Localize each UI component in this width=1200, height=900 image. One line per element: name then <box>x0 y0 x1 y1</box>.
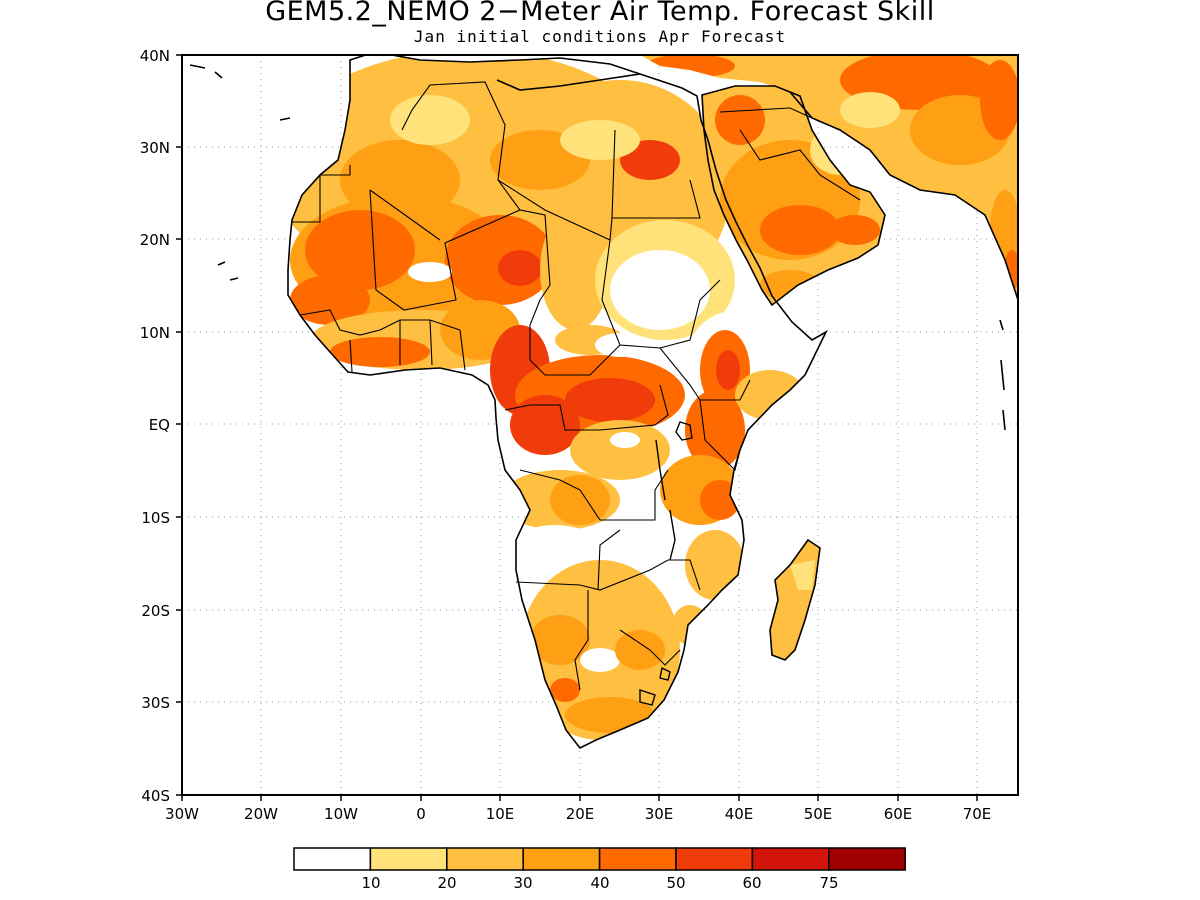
lon-label: 0 <box>416 805 426 823</box>
madagascar-skill-field <box>770 540 820 660</box>
legend-color-box <box>598 847 677 871</box>
legend-tick-label: 10 <box>361 874 380 892</box>
legend-color-box <box>293 847 372 871</box>
coastlines <box>189 55 1018 749</box>
lon-label: 30W <box>165 805 199 823</box>
legend-color-box <box>828 847 906 871</box>
y-axis <box>176 54 182 796</box>
map-subtitle: Jan initial conditions Apr Forecast <box>413 27 787 46</box>
lakes <box>639 421 693 706</box>
color-legend <box>293 847 906 871</box>
legend-tick-label: 30 <box>513 874 532 892</box>
lat-label: 10S <box>141 509 170 527</box>
legend-tick-label: 75 <box>819 874 838 892</box>
lon-label: 50E <box>804 805 833 823</box>
lon-label: 10W <box>324 805 358 823</box>
legend-tick-label: 50 <box>666 874 685 892</box>
map-frame <box>181 54 1019 796</box>
x-axis <box>181 795 978 801</box>
legend-tick-label: 40 <box>590 874 609 892</box>
lat-label: 20N <box>140 231 170 249</box>
lat-label: 30N <box>140 139 170 157</box>
legend-color-box <box>522 847 601 871</box>
lon-label: 20E <box>566 805 595 823</box>
lon-label: 20W <box>244 805 278 823</box>
lon-label: 70E <box>963 805 992 823</box>
lon-label: 10E <box>486 805 515 823</box>
lat-label: EQ <box>149 416 170 434</box>
lon-label: 40E <box>725 805 754 823</box>
legend-tick-label: 60 <box>742 874 761 892</box>
lat-label: 40S <box>141 787 170 805</box>
country-borders <box>292 81 861 691</box>
legend-color-box <box>446 847 524 871</box>
legend-color-box <box>369 847 448 871</box>
legend-color-box <box>675 847 754 871</box>
lat-label: 10N <box>140 324 170 342</box>
map-title: GEM5.2_NEMO 2−Meter Air Temp. Forecast S… <box>265 0 935 27</box>
legend-color-box <box>751 847 830 871</box>
legend-tick-label: 20 <box>437 874 456 892</box>
lon-label: 60E <box>884 805 913 823</box>
lon-label: 30E <box>645 805 674 823</box>
lat-label: 40N <box>140 47 170 65</box>
lat-label: 30S <box>141 694 170 712</box>
lat-label: 20S <box>141 602 170 620</box>
